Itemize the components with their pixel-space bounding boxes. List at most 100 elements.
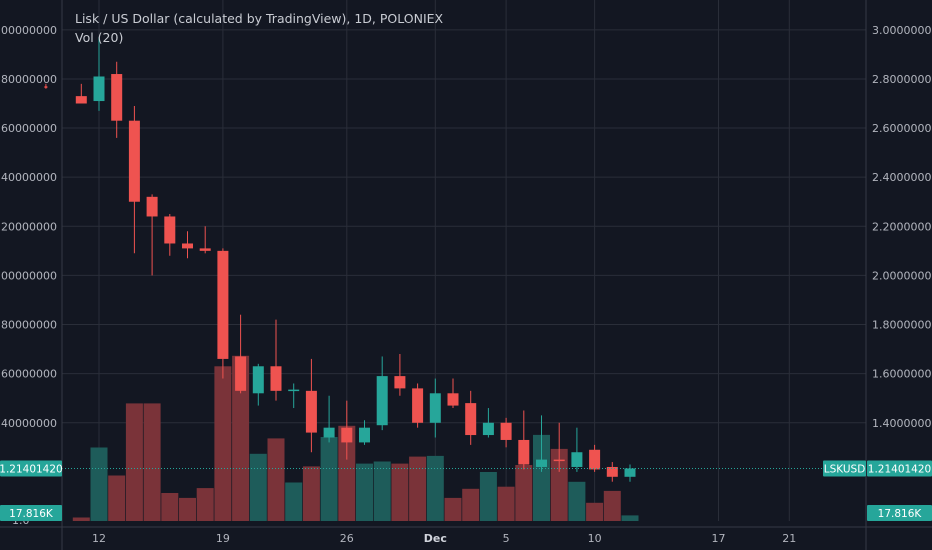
candle — [341, 400, 353, 460]
candle — [111, 61, 123, 138]
volume-bar — [462, 488, 480, 521]
candle-body — [217, 250, 229, 359]
y-tick-label-right: 2.60000000 — [872, 122, 932, 135]
volume-bar — [196, 488, 214, 521]
candle — [376, 356, 388, 431]
candle — [217, 248, 229, 379]
volume-bar — [302, 466, 320, 521]
y-tick-label-right: 1.40000000 — [872, 417, 932, 430]
x-tick-label: 19 — [216, 532, 230, 545]
chart-legend: Lisk / US Dollar (calculated by TradingV… — [75, 9, 443, 47]
y-tick-label-left: 1.40000000 — [0, 417, 57, 430]
candle-body — [199, 248, 211, 251]
chart-title: Lisk / US Dollar (calculated by TradingV… — [75, 11, 444, 26]
volume-bar — [285, 482, 303, 521]
volume-bar — [267, 438, 285, 521]
volume-bars — [72, 355, 639, 521]
candle-body — [235, 356, 247, 391]
candle-body — [270, 366, 282, 391]
volume-bar — [409, 456, 427, 521]
volume-badge-left: 17.816K — [0, 505, 62, 521]
y-tick-label-left: 2.20000000 — [0, 220, 57, 233]
candle — [359, 420, 370, 445]
candle-body — [323, 427, 335, 438]
volume-bar — [550, 448, 568, 521]
volume-bar — [373, 461, 391, 521]
candle — [412, 383, 424, 428]
candle — [323, 395, 335, 443]
candle-body — [500, 422, 512, 440]
volume-bar — [90, 447, 108, 521]
y-tick-label-right: 2.20000000 — [872, 220, 932, 233]
candle — [500, 417, 512, 448]
y-tick-label-left: 2.60000000 — [0, 122, 57, 135]
candle — [270, 319, 282, 401]
candle-body — [589, 449, 601, 470]
candle-body — [164, 216, 176, 244]
volume-bar — [497, 486, 515, 521]
candle — [288, 383, 300, 409]
x-tick-label: 21 — [782, 532, 796, 545]
candle-body — [518, 439, 530, 465]
volume-bar — [249, 453, 267, 521]
last-price-badge-right: 1.21401420 — [867, 460, 932, 477]
candle-body — [93, 76, 105, 102]
volume-bar — [179, 497, 196, 521]
volume-bar — [356, 463, 373, 521]
candle-body — [111, 74, 123, 121]
volume-badge-right-bg — [867, 505, 932, 521]
last-price-badge-right-text: 1.21401420 — [868, 463, 931, 475]
last-price-badge-left-text: 1.21401420 — [0, 463, 63, 475]
candle — [44, 83, 48, 89]
x-tick-label: 26 — [340, 532, 354, 545]
candle — [235, 314, 247, 394]
symbol-badge: LSKUSD — [823, 460, 866, 477]
candle — [128, 105, 140, 254]
volume-bar — [603, 490, 621, 521]
candle-body — [182, 243, 193, 249]
volume-bar — [125, 403, 143, 521]
volume-badge-left-bg — [0, 505, 62, 521]
candlesticks — [44, 37, 636, 482]
last-price-badge-left: 1.21401420 — [0, 460, 63, 477]
volume-bar — [444, 497, 462, 521]
volume-bar — [391, 463, 409, 521]
y-tick-label-right: 1.80000000 — [872, 319, 932, 332]
volume-bar — [426, 455, 444, 521]
candle — [606, 462, 618, 482]
volume-bar — [533, 434, 550, 521]
candle — [447, 378, 459, 409]
x-tick-label: 5 — [503, 532, 510, 545]
y-tick-label-right: 2.80000000 — [872, 73, 932, 86]
y-tick-label-left: 1.60000000 — [0, 368, 57, 381]
candle — [252, 363, 264, 406]
volume-bar — [621, 515, 639, 521]
volume-indicator-label[interactable]: Vol (20) — [75, 30, 124, 45]
x-tick-label: 17 — [712, 532, 726, 545]
candle-body — [482, 422, 494, 436]
y-tick-label-left: 1.80000000 — [0, 319, 57, 332]
candle — [571, 427, 583, 472]
candle-body — [412, 388, 424, 423]
y-tick-label-right: 1.60000000 — [872, 368, 932, 381]
candle — [199, 226, 211, 254]
candle — [182, 231, 193, 259]
candle-body — [536, 459, 547, 467]
candle-body — [252, 366, 264, 394]
volume-bar — [479, 472, 497, 521]
y-tick-label-right: 2.40000000 — [872, 171, 932, 184]
volume-badge-left-text: 17.816K — [9, 508, 54, 520]
x-tick-label: Dec — [424, 532, 447, 545]
candle-body — [429, 393, 441, 423]
candle — [75, 83, 87, 104]
candle-body — [624, 468, 636, 477]
candle-body — [465, 403, 477, 436]
candle-body — [341, 427, 353, 443]
candle — [518, 410, 530, 470]
volume-bar — [338, 425, 356, 521]
y-tick-label-left: 2.40000000 — [0, 171, 57, 184]
candle-body — [44, 86, 48, 88]
